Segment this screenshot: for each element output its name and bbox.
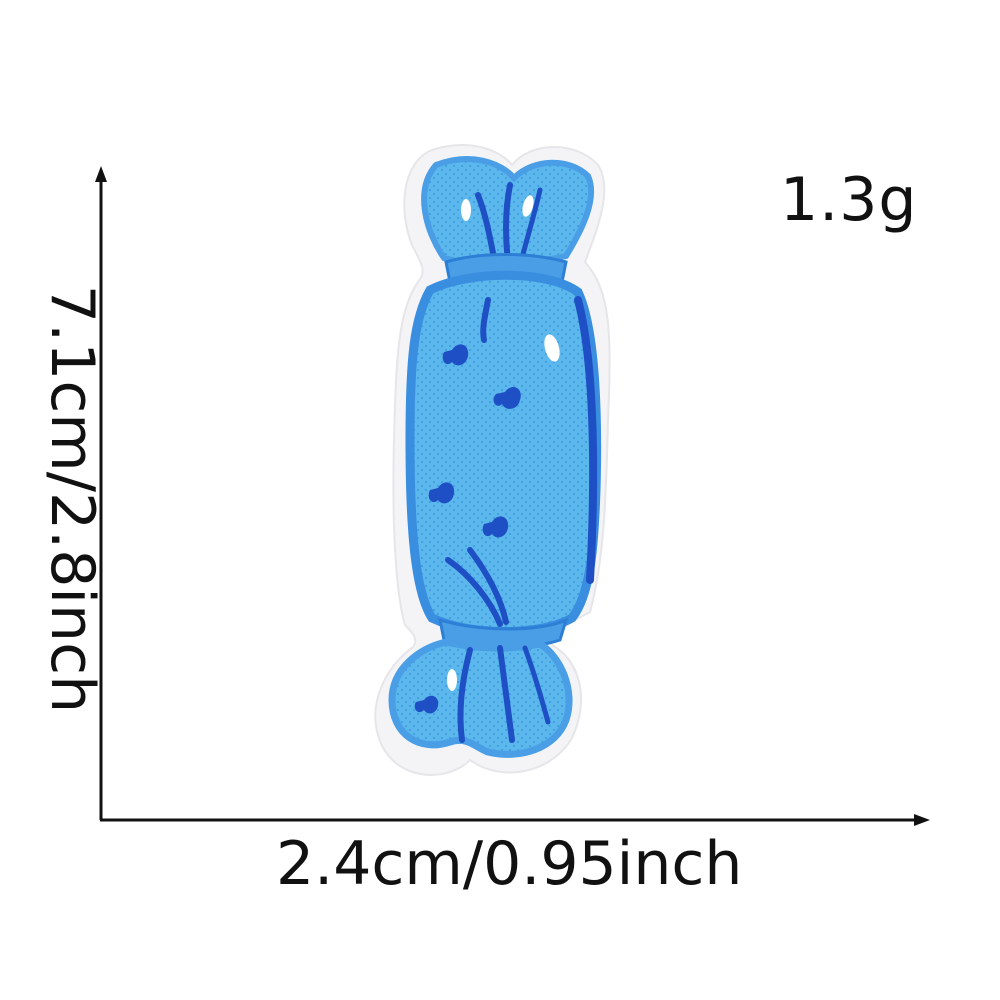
weight-label: 1.3g [780,162,918,238]
candy-body [410,275,597,631]
highlight-icon [461,199,471,221]
width-dimension-label: 2.4cm/0.95inch [276,826,742,902]
height-dimension-label: 7.1cm/2.8inch [42,285,102,713]
top-wrapper-knot [424,159,591,265]
bottom-wrapper-knot [392,642,569,754]
